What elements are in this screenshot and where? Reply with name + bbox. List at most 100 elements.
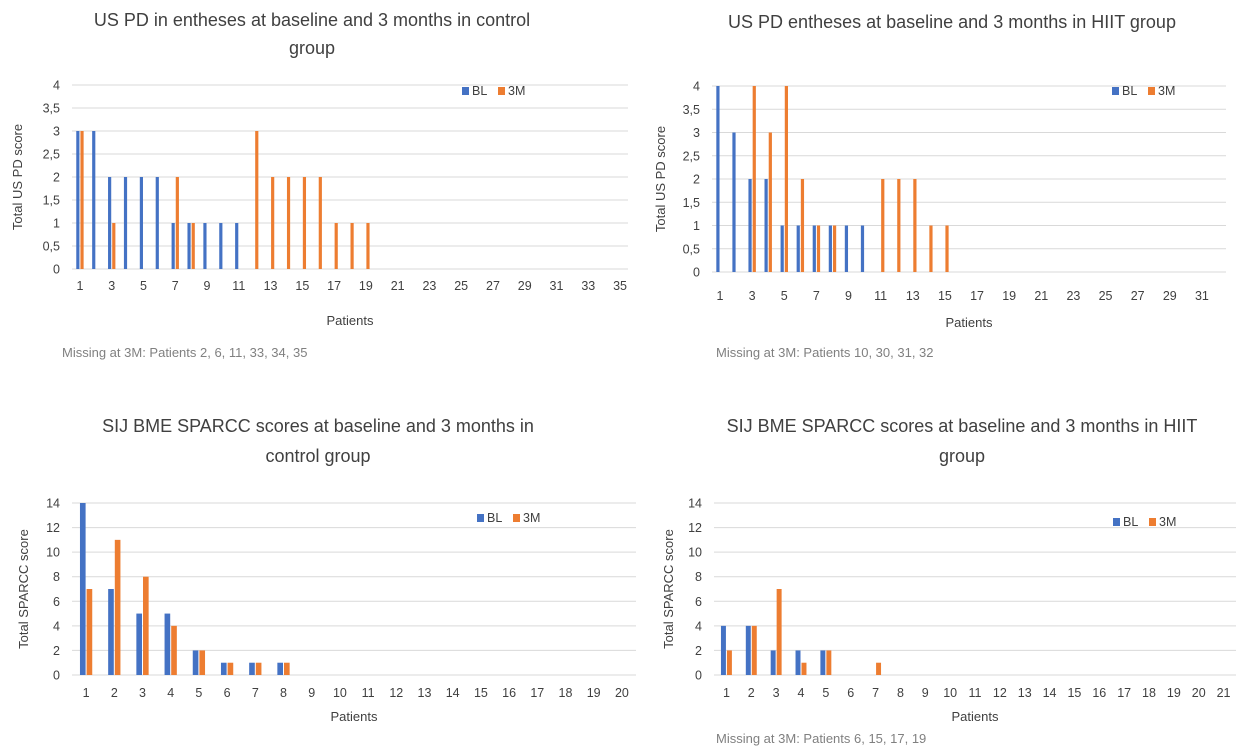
y-tick-label: 12	[46, 521, 60, 535]
chart-title: SIJ BME SPARCC scores at baseline and 3 …	[102, 416, 534, 436]
x-tick-label: 7	[813, 289, 820, 303]
missing-note: Missing at 3M: Patients 6, 15, 17, 19	[716, 731, 926, 746]
x-tick-label: 1	[83, 686, 90, 700]
bar-3m-patient-3	[143, 576, 149, 675]
y-tick-label: 14	[46, 497, 60, 511]
bar-3m-patient-1	[86, 589, 93, 675]
x-tick-label: 15	[474, 686, 488, 700]
bar-bl-patient-8	[828, 225, 832, 272]
y-tick-label: 0	[53, 669, 60, 683]
bar-bl-patient-4	[764, 179, 768, 272]
x-tick-label: 9	[922, 686, 929, 700]
bar-bl-patient-9	[203, 223, 207, 269]
y-tick-label: 4	[695, 619, 702, 633]
bar-bl-patient-7	[249, 662, 255, 675]
chart-title: US PD entheses at baseline and 3 months …	[728, 12, 1176, 32]
y-axis-label: Total SPARCC score	[16, 529, 31, 649]
bar-3m-patient-2	[751, 625, 757, 675]
x-tick-label: 13	[418, 686, 432, 700]
chart-1: US PD in entheses at baseline and 3 mont…	[10, 10, 628, 360]
bar-3m-patient-6	[800, 179, 805, 272]
bar-bl-patient-7	[812, 225, 816, 272]
x-tick-label: 15	[938, 289, 952, 303]
bar-bl-patient-4	[123, 177, 128, 269]
x-tick-label: 15	[1067, 686, 1081, 700]
bar-bl-patient-2	[92, 131, 96, 269]
legend-swatch-3m	[1148, 87, 1155, 95]
legend-label: BL	[487, 511, 502, 525]
x-tick-label: 1	[717, 289, 724, 303]
legend: BL 3M	[1112, 84, 1175, 98]
bar-bl-patient-11	[235, 223, 239, 269]
x-tick-label: 3	[108, 279, 115, 293]
y-tick-label: 0	[53, 263, 60, 277]
x-tick-label: 5	[140, 279, 147, 293]
bar-bl-patient-5	[192, 650, 199, 675]
legend-swatch-bl	[477, 514, 484, 522]
x-tick-label: 14	[1043, 686, 1057, 700]
x-tick-label: 19	[1002, 289, 1016, 303]
x-tick-label: 13	[906, 289, 920, 303]
y-tick-label: 3,5	[43, 102, 60, 116]
legend: BL 3M	[477, 511, 540, 525]
chart-title: SIJ BME SPARCC scores at baseline and 3 …	[727, 416, 1198, 436]
bar-3m-patient-14	[929, 225, 933, 272]
bar-bl-patient-6	[796, 225, 800, 272]
legend-label: 3M	[1159, 515, 1176, 529]
legend-label: 3M	[508, 84, 525, 98]
x-tick-label: 29	[518, 279, 532, 293]
x-axis-label: Patients	[946, 315, 993, 330]
y-tick-label: 2,5	[683, 149, 700, 163]
x-axis-label: Patients	[952, 709, 999, 724]
x-tick-label: 11	[874, 289, 887, 303]
bar-3m-patient-4	[801, 662, 807, 675]
bar-3m-patient-8	[284, 662, 290, 675]
x-tick-label: 10	[943, 686, 957, 700]
y-tick-label: 0	[693, 266, 700, 280]
x-tick-label: 25	[454, 279, 468, 293]
x-tick-label: 17	[327, 279, 341, 293]
legend-label: BL	[472, 84, 487, 98]
legend-label: BL	[1122, 84, 1137, 98]
bar-3m-patient-7	[175, 177, 179, 269]
bar-3m-patient-7	[255, 662, 262, 675]
bar-3m-patient-8	[191, 223, 195, 269]
bar-bl-patient-5	[139, 177, 143, 269]
x-tick-label: 19	[1167, 686, 1181, 700]
y-tick-label: 1,5	[43, 194, 60, 208]
x-tick-label: 20	[1192, 686, 1206, 700]
bar-3m-patient-3	[752, 86, 756, 272]
y-tick-label: 14	[688, 497, 702, 511]
x-tick-label: 18	[1142, 686, 1156, 700]
x-tick-label: 7	[252, 686, 259, 700]
x-tick-label: 5	[195, 686, 202, 700]
x-tick-label: 14	[446, 686, 460, 700]
y-tick-label: 3,5	[683, 103, 700, 117]
bar-3m-patient-2	[114, 539, 121, 675]
x-tick-label: 35	[613, 279, 627, 293]
x-tick-label: 27	[1131, 289, 1145, 303]
x-tick-label: 20	[615, 686, 629, 700]
x-tick-label: 4	[798, 686, 805, 700]
y-tick-label: 4	[693, 80, 700, 94]
chart-4: SIJ BME SPARCC scores at baseline and 3 …	[661, 416, 1236, 746]
chart-title: group	[939, 446, 985, 466]
bar-3m-patient-12	[897, 179, 901, 272]
x-tick-label: 27	[486, 279, 500, 293]
x-tick-label: 1	[723, 686, 730, 700]
chart-title: control group	[265, 446, 370, 466]
bar-3m-patient-17	[334, 223, 338, 269]
bar-3m-patient-5	[199, 650, 206, 675]
y-tick-label: 1,5	[683, 196, 700, 210]
x-tick-label: 21	[1034, 289, 1048, 303]
legend-swatch-3m	[498, 87, 505, 95]
bar-3m-patient-18	[350, 223, 354, 269]
bar-3m-patient-11	[881, 179, 885, 272]
y-tick-label: 3	[53, 125, 60, 139]
x-tick-label: 31	[550, 279, 564, 293]
legend-label: BL	[1123, 515, 1138, 529]
x-tick-label: 3	[139, 686, 146, 700]
y-tick-label: 4	[53, 619, 60, 633]
x-tick-label: 9	[845, 289, 852, 303]
